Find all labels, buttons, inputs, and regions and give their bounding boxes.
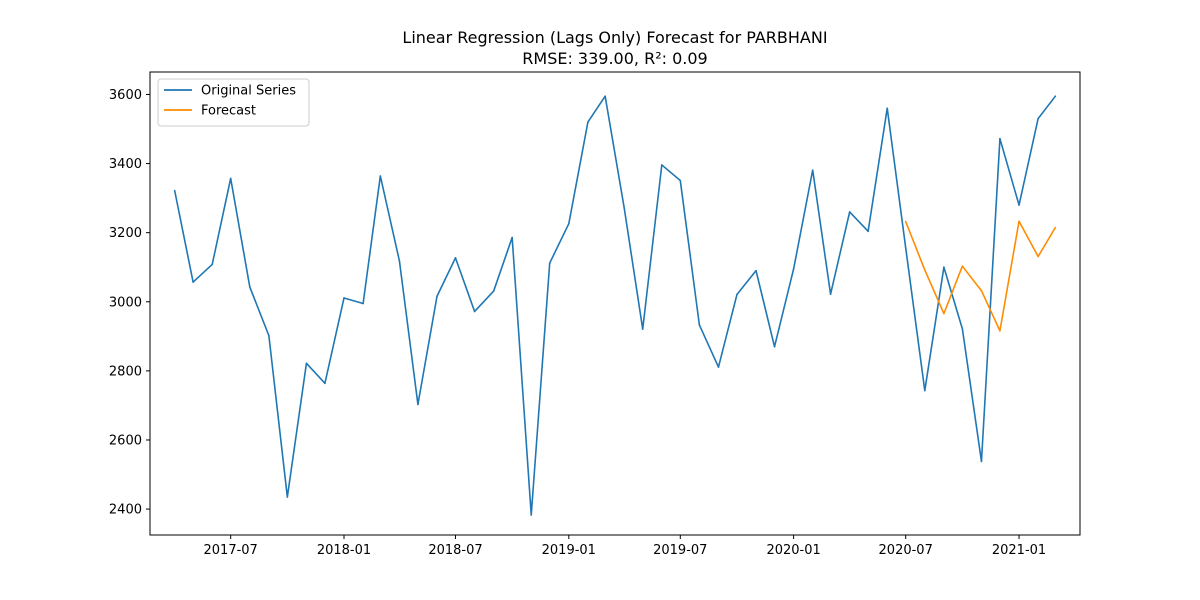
data-point [436,295,438,298]
data-point [1037,255,1039,258]
data-point [792,268,795,270]
data-point [587,121,589,123]
data-point [943,266,945,269]
data-point [904,247,907,249]
chart-subtitle: RMSE: 339.00, R²: 0.09 [522,49,707,68]
x-tick-label: 2019-07 [653,543,707,558]
legend-box [157,78,310,127]
y-tick-label: 2400 [109,503,142,518]
data-point [568,222,570,225]
x-tick-label: 2020-01 [766,543,820,558]
data-point [248,286,251,288]
data-point [943,312,945,315]
data-point [548,262,551,264]
data-point [999,137,1001,140]
x-tick-label: 2018-07 [428,543,482,558]
data-point [511,236,513,239]
data-point [1018,204,1020,206]
x-tick-label: 2020-07 [879,543,933,558]
legend-label: Original Series [201,84,296,99]
x-tick-label: 2018-01 [317,543,371,558]
data-point [848,211,851,213]
data-point [698,324,701,326]
data-point [192,281,194,283]
data-point [736,293,738,296]
legend-label: Forecast [201,104,256,119]
data-point [886,107,889,110]
data-point [811,169,814,171]
data-point [623,207,626,209]
y-tick-label: 2800 [109,364,142,379]
data-point [492,290,495,292]
y-axis: 2400 2600 2800 3000 3200 3400 3600 [109,88,150,518]
data-point [961,265,964,267]
data-point [473,310,476,313]
data-point [286,496,289,498]
data-point [773,345,776,348]
x-tick-label: 2017-07 [204,543,258,558]
data-point [717,366,720,368]
y-tick-label: 3000 [109,295,142,310]
data-point [961,327,964,330]
legend: Original Series Forecast [157,78,310,127]
data-point [923,389,926,392]
data-point [923,269,926,271]
data-point [324,382,326,385]
y-tick-label: 2600 [109,433,142,448]
data-point [867,230,869,233]
data-point [1054,95,1057,97]
data-point [999,330,1001,332]
plot-area [150,72,1080,535]
data-point [904,220,907,223]
chart-title: Linear Regression (Lags Only) Forecast f… [402,28,827,47]
x-axis: 2017-07 2018-01 2018-07 2019-01 2019-07 2020-… [204,535,1046,558]
y-tick-label: 3200 [109,226,142,241]
data-point [305,362,308,365]
series-line-0 [173,95,1056,516]
data-point [417,403,419,406]
data-point [362,302,364,305]
data-point [343,297,345,299]
data-point [980,460,983,463]
data-point [173,189,176,192]
data-point [641,328,644,330]
data-point [229,177,232,180]
data-point [1054,226,1057,229]
data-point [661,164,663,166]
plot-frame [149,71,1081,536]
data-point [980,289,983,292]
data-point [530,514,533,516]
data-point [604,95,606,97]
x-tick-label: 2019-01 [542,543,596,558]
data-point [1018,220,1020,223]
data-point [268,334,270,337]
data-point [829,293,832,295]
y-tick-label: 3400 [109,157,142,172]
series-layer [173,95,1057,516]
y-tick-label: 3600 [109,88,142,103]
x-tick-label: 2021-01 [992,543,1046,558]
data-point [1037,117,1039,120]
data-point [454,257,457,259]
data-point [398,260,401,262]
data-point [379,175,382,177]
data-point [211,263,214,266]
data-point [679,179,682,182]
data-point [755,269,757,272]
